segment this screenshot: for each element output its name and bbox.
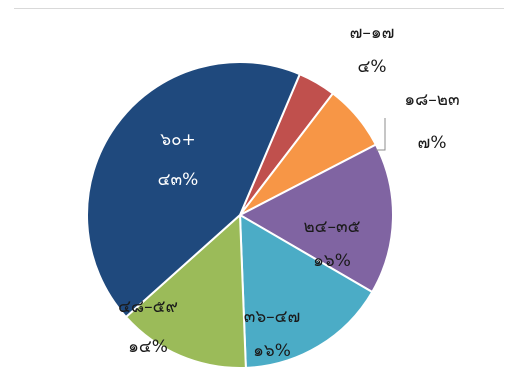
slice-percent-label: ๔๓%: [158, 170, 199, 190]
slice-percent-label: ๑๖%: [253, 341, 291, 361]
slice-category-label: ๗–๑๗: [350, 23, 395, 43]
slice-category-label: ๓๖–๔๗: [244, 307, 301, 327]
slice-category-label: ๖๐+: [160, 130, 195, 150]
leader-line: [376, 118, 386, 151]
slice-category-label: ๑๘–๒๓: [404, 90, 459, 110]
pie-slice-4: [238, 213, 374, 369]
top-divider: [14, 8, 504, 9]
pie-slice-3: [237, 143, 394, 294]
slice-category-label: ๔๘–๕๙: [118, 297, 178, 317]
slice-percent-label: ๑๔%: [128, 337, 168, 357]
pie-slice-6: [86, 61, 302, 319]
slice-percent-label: ๔%: [357, 57, 386, 77]
slice-percent-label: ๗%: [418, 133, 447, 153]
slice-percent-label: ๑๖%: [313, 251, 351, 271]
slice-category-label: ๒๔–๓๕: [303, 217, 360, 237]
pie-slice-5: [124, 212, 247, 369]
